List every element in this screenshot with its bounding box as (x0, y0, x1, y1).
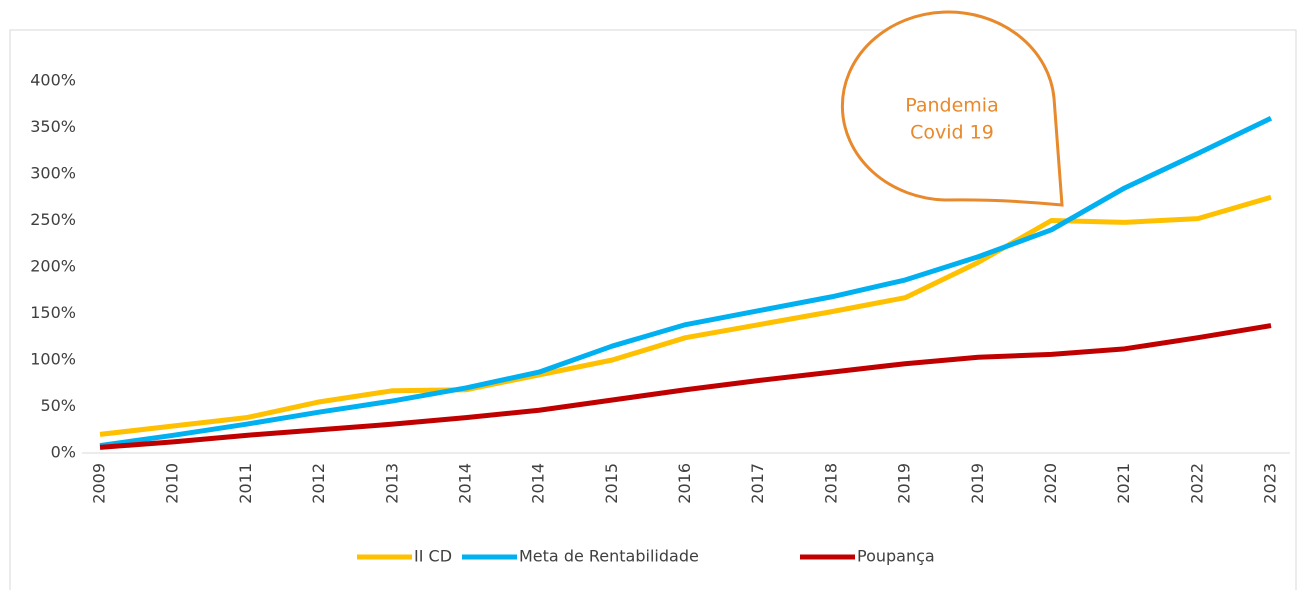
x-tick-label: 2012 (309, 463, 328, 504)
y-tick-label: 50% (40, 396, 76, 415)
x-tick-label: 2020 (1041, 463, 1060, 504)
x-tick-label: 2022 (1187, 463, 1206, 504)
series-line (99, 194, 1272, 437)
y-tick-label: 300% (30, 164, 76, 183)
x-tick-label: 2019 (895, 463, 914, 504)
y-tick-label: 150% (30, 303, 76, 322)
speech-bubble (840, 10, 1064, 207)
x-tick-label: 2013 (382, 463, 401, 504)
x-tick-label: 2009 (90, 463, 109, 504)
x-tick-label: 2017 (748, 463, 767, 504)
y-tick-label: 250% (30, 210, 76, 229)
y-tick-label: 200% (30, 257, 76, 276)
annotation: Pandemia (905, 95, 998, 117)
series-line (99, 115, 1273, 449)
x-tick-label: 2014 (529, 463, 548, 504)
x-tick-label: 2010 (163, 463, 182, 504)
series-line (99, 323, 1272, 450)
y-tick-label: 400% (30, 71, 76, 90)
y-tick-label: 350% (30, 117, 76, 136)
y-tick-label: 0% (51, 443, 76, 462)
legend-label: Poupança (857, 547, 935, 566)
x-tick-label: 2015 (602, 463, 621, 504)
y-tick-label: 100% (30, 350, 76, 369)
x-tick-label: 2019 (968, 463, 987, 504)
x-tick-label: 2014 (455, 463, 474, 504)
x-tick-label: 2023 (1261, 463, 1280, 504)
legend-label: II CD (414, 547, 452, 566)
chart-frame (9, 29, 1297, 590)
x-tick-label: 2011 (236, 463, 255, 504)
legend-label: Meta de Rentabilidade (519, 547, 699, 566)
x-tick-label: 2018 (821, 463, 840, 504)
x-tick-label: 2021 (1114, 463, 1133, 504)
x-tick-label: 2016 (675, 463, 694, 504)
annotation: Covid 19 (910, 122, 994, 144)
